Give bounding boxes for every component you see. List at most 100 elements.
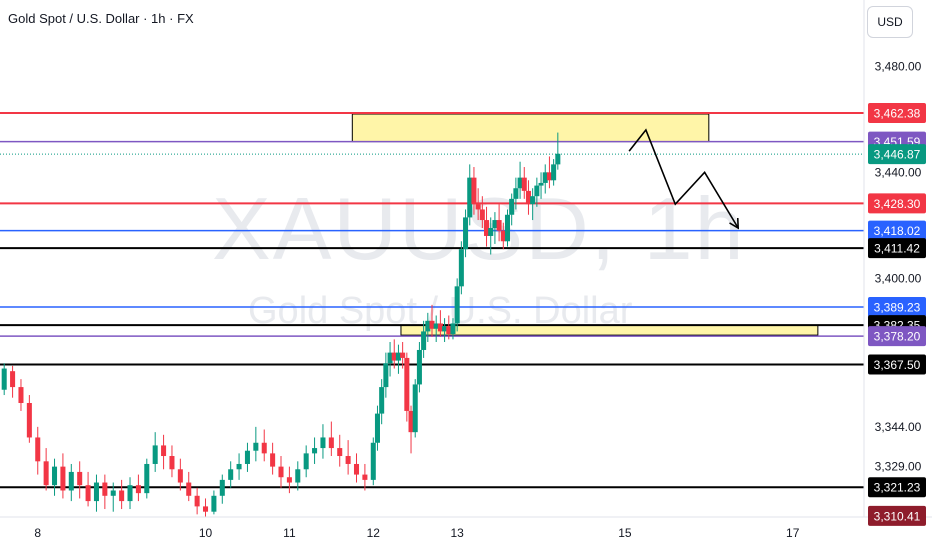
candle-body-17 [135, 485, 141, 494]
candle-body-13 [102, 482, 108, 496]
candle-body-44 [362, 474, 368, 480]
candle-body-9 [68, 471, 74, 491]
candle-body-2 [10, 371, 16, 388]
price-label-bg-10 [868, 477, 926, 498]
projection-path [628, 128, 739, 229]
price-label-8: 3,378.20 [874, 330, 921, 344]
candle-body-20 [161, 445, 167, 457]
candle-body-28 [228, 469, 234, 480]
candle-body-78 [509, 198, 515, 215]
candle-body-60 [433, 323, 439, 329]
candle-body-36 [295, 469, 301, 483]
candle-body-66 [458, 249, 464, 287]
candle-body-26 [211, 495, 217, 512]
candle-body-3 [18, 387, 24, 403]
candle-body-81 [521, 177, 527, 191]
candle-body-24 [194, 495, 200, 507]
candle-body-19 [152, 445, 158, 464]
price-label-0: 3,462.38 [874, 106, 921, 120]
candle-body-85 [538, 182, 544, 186]
candle-body-79 [513, 188, 519, 199]
candle-body-21 [169, 456, 175, 470]
candle-body-8 [60, 466, 66, 491]
price-label-4: 3,418.02 [874, 224, 921, 238]
candle-body-48 [383, 363, 389, 388]
price-label-6: 3,389.23 [874, 300, 921, 314]
x-tick-label-6: 17 [786, 526, 800, 540]
candle-body-10 [77, 471, 83, 486]
candle-body-6 [43, 461, 49, 486]
candle-body-15 [119, 490, 125, 502]
price-label-bg-11 [868, 505, 926, 526]
y-tick-label-4: 3,329.00 [875, 460, 922, 474]
price-label-bg-4 [868, 220, 926, 241]
x-tick-label-2: 11 [283, 526, 296, 540]
candle-body-55 [412, 384, 418, 433]
candle-body-56 [416, 349, 422, 385]
price-label-bg-0 [868, 102, 926, 123]
price-label-bg-3 [868, 193, 926, 214]
candle-body-59 [429, 320, 435, 329]
candle-body-32 [261, 442, 267, 454]
candle-body-54 [408, 410, 414, 433]
candle-body-62 [442, 326, 448, 332]
candle-body-74 [492, 220, 498, 229]
candle-body-39 [320, 437, 326, 449]
price-label-10: 3,321.23 [874, 481, 921, 495]
candle-body-77 [504, 214, 511, 242]
candle-body-22 [177, 469, 183, 483]
candle-body-41 [337, 448, 343, 457]
candle-body-53 [404, 357, 410, 411]
y-tick-label-2: 3,400.00 [875, 271, 922, 285]
x-tick-label-0: 8 [34, 526, 41, 540]
candle-body-11 [85, 485, 91, 502]
candle-body-46 [374, 413, 380, 443]
candle-body-83 [530, 196, 536, 205]
price-label-9: 3,367.50 [874, 358, 921, 372]
candle-body-45 [370, 442, 376, 480]
currency-button[interactable]: USD [867, 6, 913, 38]
candle-body-57 [421, 331, 427, 350]
time-axis [0, 517, 932, 550]
candle-body-88 [551, 164, 557, 181]
candle-body-34 [278, 466, 284, 478]
candle-body-65 [454, 286, 460, 324]
price-label-bg-6 [868, 296, 926, 317]
candle-body-73 [488, 228, 494, 236]
price-label-2: 3,446.87 [874, 148, 921, 162]
candle-body-27 [219, 479, 225, 496]
candle-body-18 [144, 463, 150, 494]
candle-body-69 [471, 177, 477, 205]
candle-body-12 [93, 482, 99, 502]
candle-body-7 [52, 466, 58, 486]
candle-body-72 [484, 220, 490, 236]
candle-body-89 [555, 153, 561, 165]
candle-body-33 [270, 453, 276, 467]
candle-body-84 [534, 185, 540, 197]
candle-body-25 [202, 506, 209, 512]
price-label-bg-5 [868, 238, 926, 259]
price-label-bg-2 [868, 144, 926, 165]
price-label-5: 3,411.42 [874, 242, 920, 256]
candle-body-40 [328, 437, 334, 449]
zone-0 [351, 113, 710, 143]
candle-body-68 [467, 177, 473, 218]
candle-body-86 [542, 172, 548, 183]
candle-body-82 [525, 190, 531, 205]
price-label-bg-9 [868, 354, 926, 375]
candle-body-4 [26, 402, 32, 438]
candle-body-37 [303, 453, 309, 470]
candle-body-71 [479, 209, 485, 221]
x-tick-label-4: 13 [450, 526, 464, 540]
price-label-3: 3,428.30 [874, 197, 921, 211]
candle-body-75 [496, 220, 502, 231]
candle-body-87 [546, 172, 552, 181]
candle-body-5 [35, 437, 41, 462]
zone-1 [400, 324, 819, 336]
y-tick-label-0: 3,480.00 [875, 59, 922, 73]
candle-body-50 [391, 352, 397, 361]
x-tick-label-3: 12 [367, 526, 381, 540]
candle-body-76 [500, 230, 506, 242]
